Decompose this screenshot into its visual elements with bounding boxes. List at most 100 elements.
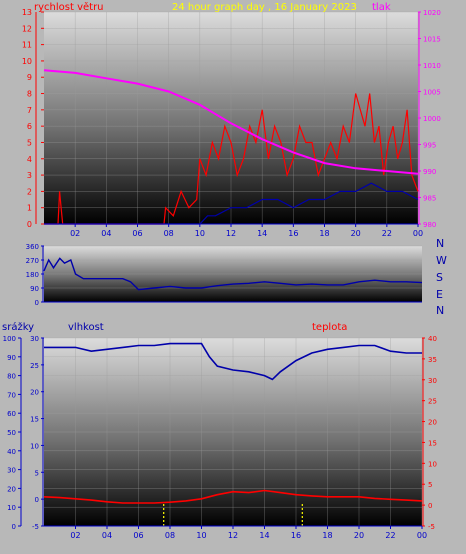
humidity-temperature-series [43, 342, 423, 526]
wind-x-tick-label: 20 [351, 229, 361, 238]
humidity-x-tick-label: 18 [322, 531, 332, 540]
compass-north-top: N [436, 237, 444, 250]
humidity-x-tick-label: 04 [102, 531, 112, 540]
direction-y-tick-label: 0 [35, 299, 39, 307]
temperature-y-tick-label: 40 [428, 335, 437, 343]
wind-gust-line [44, 93, 419, 225]
temperature-y-tick-label: 30 [428, 377, 437, 385]
wind-pressure-grid [44, 11, 419, 225]
humidity-y-tick-label: 50 [7, 429, 16, 437]
rain-y-tick-label: 10 [30, 442, 39, 450]
wind-x-tick-label: 18 [319, 229, 329, 238]
wind-y-tick-label: 2 [27, 187, 32, 196]
wind-y-tick-label: 1 [27, 204, 32, 213]
temperature-y-tick-label: 15 [428, 439, 437, 447]
wind-x-tick-label: 22 [382, 229, 392, 238]
rain-label: srážky [2, 321, 34, 333]
pressure-y-tick-label: 1015 [423, 36, 441, 44]
humidity-y-tick-label: 90 [7, 354, 16, 362]
pressure-y-tick-label: 1020 [423, 9, 441, 17]
wind-speed-label: rychlost větru [34, 1, 104, 13]
wind-y-tick-label: 11 [22, 41, 32, 50]
wind-x-tick-label: 04 [101, 229, 111, 238]
wind-y-tick-label: 5 [27, 138, 32, 147]
wind-y-tick-label: 0 [27, 220, 32, 229]
temperature-line [43, 489, 423, 504]
pressure-y-tick-label: 995 [423, 142, 436, 150]
pressure-y-tick-label: 1010 [423, 62, 441, 70]
wind-direction-series [43, 257, 423, 291]
compass-east: E [436, 288, 443, 301]
humidity-x-tick-label: 00 [417, 531, 427, 540]
rain-y-tick-label: 15 [30, 416, 39, 424]
temperature-label: teplota [312, 322, 347, 333]
wind-average-line [44, 182, 419, 225]
wind-x-tick-label: 14 [257, 229, 267, 238]
wind-x-tick-label: 08 [164, 229, 174, 238]
wind-y-tick-label: 9 [27, 73, 32, 82]
wind-direction-line [43, 257, 423, 291]
humidity-x-tick-label: 14 [259, 531, 269, 540]
humidity-y-tick-label: 10 [7, 504, 16, 512]
humidity-x-tick-label: 22 [385, 531, 395, 540]
humidity-temperature-axes: 0 10 20 30 40 50 60 70 80 90 100 -5 0 5 10 15 20 25 30 -5 0 5… [3, 335, 437, 540]
temperature-y-tick-label: 20 [428, 419, 437, 427]
pressure-label: tlak [372, 2, 391, 13]
wind-y-tick-label: 6 [27, 122, 32, 131]
humidity-x-tick-label: 10 [196, 531, 206, 540]
rain-y-tick-label: 0 [35, 496, 39, 504]
wind-x-tick-label: 00 [413, 229, 423, 238]
wind-y-tick-label: 4 [27, 155, 32, 164]
pressure-line [43, 69, 419, 175]
wind-y-tick-label: 7 [27, 106, 32, 115]
wind-y-tick-label: 13 [22, 8, 32, 17]
direction-y-tick-label: 270 [26, 257, 39, 265]
humidity-y-tick-label: 0 [12, 523, 16, 531]
pressure-y-tick-label: 990 [423, 168, 436, 176]
temperature-y-tick-label: 10 [428, 460, 437, 468]
wind-y-tick-label: 8 [27, 90, 32, 99]
wind-x-tick-label: 12 [226, 229, 236, 238]
wind-x-tick-label: 06 [132, 229, 142, 238]
compass-south: S [436, 271, 443, 284]
humidity-label: vlhkost [68, 322, 104, 333]
humidity-x-tick-label: 12 [228, 531, 238, 540]
wind-direction-axes: 0 90 180 270 360 [26, 243, 422, 307]
compass-north-bottom: N [436, 304, 444, 317]
humidity-x-tick-label: 08 [165, 531, 175, 540]
wind-y-tick-label: 12 [22, 24, 32, 33]
humidity-x-tick-label: 20 [354, 531, 364, 540]
humidity-y-tick-label: 100 [3, 335, 16, 343]
rain-y-tick-label: 25 [30, 362, 39, 370]
temperature-y-tick-label: 35 [428, 356, 437, 364]
wind-x-tick-label: 16 [288, 229, 298, 238]
pressure-y-tick-label: 1005 [423, 89, 441, 97]
temperature-y-tick-label: 0 [428, 502, 432, 510]
direction-y-tick-label: 360 [26, 243, 39, 251]
humidity-y-tick-label: 70 [7, 391, 16, 399]
humidity-x-tick-label: 02 [70, 531, 80, 540]
rain-y-tick-label: 20 [30, 389, 39, 397]
humidity-x-tick-label: 16 [291, 531, 301, 540]
temperature-y-tick-label: 25 [428, 398, 437, 406]
rain-y-tick-label: 30 [30, 335, 39, 343]
compass-west: W [436, 254, 447, 267]
humidity-y-tick-label: 30 [7, 467, 16, 475]
wind-y-tick-label: 10 [22, 57, 32, 66]
wind-pressure-axes: 0123456789101112139809859909951000100510… [22, 8, 441, 238]
rain-y-tick-label: 5 [35, 469, 39, 477]
pressure-y-tick-label: 980 [423, 221, 436, 229]
humidity-y-tick-label: 80 [7, 373, 16, 381]
humidity-x-tick-label: 06 [133, 531, 143, 540]
temperature-y-tick-label: -5 [428, 523, 435, 531]
wind-x-tick-label: 10 [195, 229, 205, 238]
humidity-y-tick-label: 20 [7, 485, 16, 493]
humidity-line [44, 342, 422, 381]
rain-y-tick-label: -5 [32, 523, 39, 531]
chart-title: 24 hour graph day , 16 January 2023 [172, 2, 357, 13]
direction-y-tick-label: 180 [26, 271, 39, 279]
wind-x-tick-label: 02 [70, 229, 80, 238]
wind-y-tick-label: 3 [27, 171, 32, 180]
pressure-y-tick-label: 985 [423, 195, 436, 203]
